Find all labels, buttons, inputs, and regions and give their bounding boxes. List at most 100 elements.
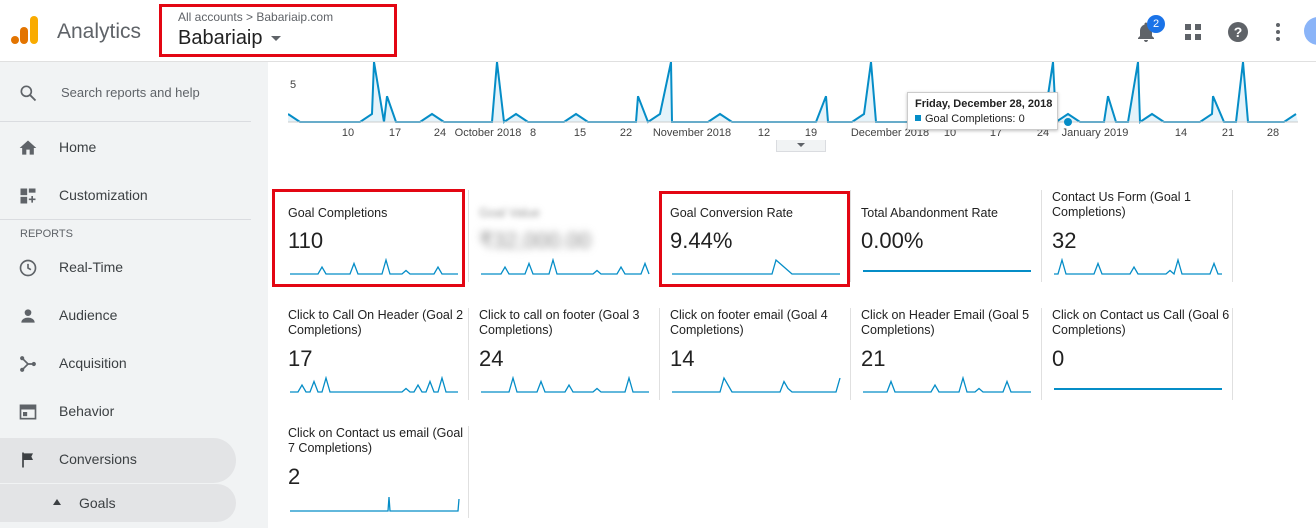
metric-sparkline: [290, 376, 458, 393]
x-axis-tick: 19: [804, 127, 818, 139]
x-axis-tick: 22: [619, 127, 633, 139]
x-axis-tick: October 2018: [454, 127, 522, 139]
nav-home[interactable]: Home: [0, 126, 236, 171]
metric-tile[interactable]: Total Abandonment Rate 0.00%: [861, 190, 1046, 290]
nav-label: Conversions: [59, 451, 137, 467]
caret-down-icon: [797, 143, 805, 147]
nav-label: Goals: [79, 495, 116, 511]
timeline-chart[interactable]: 5 10 17 24 October 2018 8 15 22 November 2018 12…: [288, 62, 1298, 144]
account-selector[interactable]: All accounts > Babariaip.com Babariaip: [159, 4, 397, 57]
dashboard-icon: [20, 188, 36, 204]
x-axis-tick: 24: [1036, 127, 1050, 139]
clock-icon: [19, 259, 37, 277]
metric-sparkline: [290, 258, 458, 275]
notification-badge: 2: [1147, 15, 1165, 33]
x-axis-tick: 21: [1221, 127, 1235, 139]
nav-conversions[interactable]: Conversions: [0, 438, 236, 483]
caret-up-icon: [53, 499, 61, 505]
metric-title: Goal Conversion Rate: [670, 206, 793, 220]
app-title: Analytics: [57, 20, 142, 43]
metric-title: Goal Completions: [288, 206, 388, 220]
nav-label: Audience: [59, 307, 118, 323]
tile-separator: [468, 308, 469, 400]
nav-customization[interactable]: Customization: [0, 174, 236, 219]
metric-tile[interactable]: Goal Completions 110: [288, 190, 473, 290]
x-axis-tick: 17: [989, 127, 1003, 139]
y-axis-tick: 5: [290, 79, 297, 91]
metric-value: 17: [288, 346, 313, 371]
nav-acquisition[interactable]: Acquisition: [0, 342, 236, 387]
nav-goals[interactable]: Goals: [0, 484, 236, 522]
metric-title: Contact Us Form (Goal 1 Completions): [1052, 190, 1191, 219]
sidebar-divider: [0, 219, 251, 220]
section-label-reports: REPORTS: [20, 228, 73, 240]
nav-label: Behavior: [59, 403, 115, 419]
metric-sparkline: [290, 496, 460, 512]
nav-label: Customization: [59, 187, 148, 203]
metric-title: Click on footer email (Goal 4 Completion…: [670, 308, 828, 337]
metric-tile[interactable]: Goal Value ₹32,000.00: [479, 190, 664, 290]
x-axis-tick: 10: [341, 127, 355, 139]
nav-label: Acquisition: [59, 355, 127, 371]
hover-point[interactable]: [1064, 118, 1072, 126]
search-reports[interactable]: Search reports and help: [0, 62, 251, 122]
metric-value: 9.44%: [670, 228, 733, 253]
chart-tooltip: Friday, December 28, 2018 Goal Completio…: [907, 92, 1058, 130]
property-selector[interactable]: Babariaip: [178, 27, 281, 50]
metric-title: Click on Header Email (Goal 5 Completion…: [861, 308, 1030, 337]
metric-tile[interactable]: Click to Call On Header (Goal 2 Completi…: [288, 308, 473, 408]
metric-value: 14: [670, 346, 695, 371]
x-axis-tick: 12: [757, 127, 771, 139]
highlight-box: [659, 191, 850, 287]
help-icon[interactable]: ?: [1226, 20, 1250, 44]
metric-title: Click on Contact us Call (Goal 6 Complet…: [1052, 308, 1230, 337]
person-icon: [21, 309, 35, 323]
search-input[interactable]: Search reports and help: [61, 85, 200, 100]
tooltip-value: 0: [1018, 113, 1025, 125]
x-axis-tick: December 2018: [850, 127, 930, 139]
apps-grid-icon[interactable]: [1181, 20, 1205, 44]
metric-value: ₹32,000.00: [479, 228, 591, 253]
metric-tile[interactable]: Click on footer email (Goal 4 Completion…: [670, 308, 855, 408]
search-icon: [20, 85, 37, 102]
metric-sparkline: [1054, 258, 1222, 276]
metric-sparkline: [481, 258, 650, 275]
timeline-series-line: [288, 62, 1297, 124]
metric-tile[interactable]: Contact Us Form (Goal 1 Completions) 32: [1052, 190, 1237, 290]
x-axis-tick: 24: [433, 127, 447, 139]
nav-behavior[interactable]: Behavior: [0, 390, 236, 435]
tile-separator: [1232, 308, 1233, 400]
flag-icon: [22, 452, 33, 468]
metric-tile[interactable]: Click on Contact us email (Goal 7 Comple…: [288, 426, 473, 526]
tooltip-line: Goal Completions: 0: [915, 113, 1025, 125]
metric-value: 2: [288, 464, 301, 489]
timeline-plot[interactable]: [288, 62, 1298, 144]
tile-separator: [1232, 190, 1233, 282]
metric-tile[interactable]: Click on Contact us Call (Goal 6 Complet…: [1052, 308, 1237, 408]
metric-title: Goal Value: [479, 206, 540, 220]
caret-down-icon: [270, 36, 281, 42]
tile-separator: [659, 308, 660, 400]
tile-separator: [850, 190, 851, 282]
metric-value: 0: [1052, 346, 1065, 371]
nav-label: Real-Time: [59, 259, 124, 275]
metric-value: 0.00%: [861, 228, 924, 253]
metric-sparkline: [672, 376, 841, 393]
x-axis-tick: 17: [388, 127, 402, 139]
metric-tile[interactable]: Click to call on footer (Goal 3 Completi…: [479, 308, 664, 408]
metric-tile[interactable]: Goal Conversion Rate 9.44%: [670, 190, 855, 290]
metric-value: 110: [288, 228, 324, 253]
highlight-box: [272, 189, 465, 287]
chart-expander[interactable]: [776, 140, 826, 152]
nav-audience[interactable]: Audience: [0, 294, 236, 339]
account-breadcrumb[interactable]: All accounts > Babariaip.com: [178, 10, 334, 24]
nav-real-time[interactable]: Real-Time: [0, 246, 236, 291]
top-app-bar: Analytics All accounts > Babariaip.com B…: [0, 0, 1316, 62]
more-vert-icon[interactable]: [1266, 20, 1290, 44]
x-axis-tick: 8: [529, 127, 537, 139]
avatar[interactable]: [1304, 17, 1316, 45]
metric-tile[interactable]: Click on Header Email (Goal 5 Completion…: [861, 308, 1046, 408]
metric-title: Click on Contact us email (Goal 7 Comple…: [288, 426, 464, 455]
tile-separator: [468, 426, 469, 518]
analytics-logo-icon[interactable]: [10, 14, 40, 46]
